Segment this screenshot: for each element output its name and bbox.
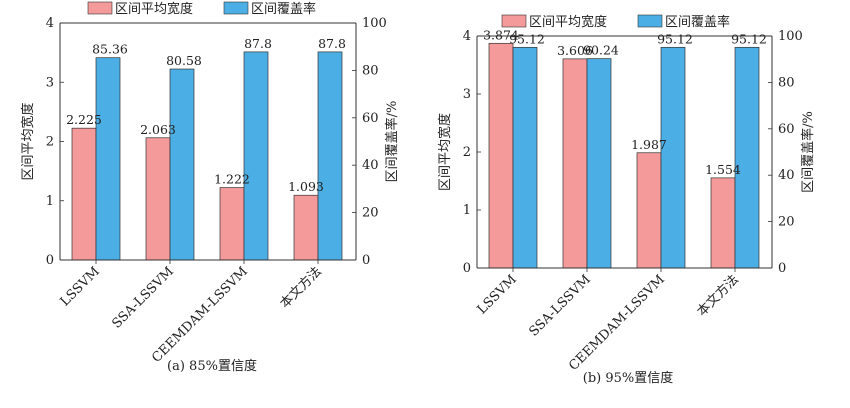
data-label-width-0: 2.225 <box>66 112 102 127</box>
chart-panel-b: 区间平均宽度 区间覆盖率3.87495.12LSSVM3.60690.24SSA-… <box>437 14 816 386</box>
bar-width-0 <box>488 42 514 269</box>
y-left-tick-label-2: 2 <box>46 135 54 150</box>
data-label-coverage-1: 90.24 <box>583 43 619 58</box>
data-label-coverage-2: 87.8 <box>244 36 272 51</box>
bar-width-1 <box>562 58 588 269</box>
y-left-axis-title: 区间平均宽度 <box>437 113 453 191</box>
y-right-tick-label-4: 80 <box>778 75 795 90</box>
panel-caption: (a) 85%置信度 <box>167 358 257 374</box>
y-left-tick-label-1: 1 <box>46 194 54 209</box>
y-right-tick-label-1: 20 <box>778 215 795 230</box>
panel-caption: (b) 95%置信度 <box>583 370 674 386</box>
data-label-coverage-3: 87.8 <box>318 36 346 51</box>
legend-swatch-width <box>87 1 113 15</box>
y-right-tick-label-0: 0 <box>778 261 786 276</box>
bar-width-3 <box>293 194 319 261</box>
y-right-tick-label-2: 40 <box>778 168 795 183</box>
x-tick-label-0: LSSVM <box>58 264 103 309</box>
y-right-tick-label-2: 40 <box>362 158 379 173</box>
x-tick-label-3: 本文方法 <box>277 264 325 312</box>
y-right-axis-title: 区间覆盖率/% <box>384 101 400 183</box>
x-tick-label-1: SSA-LSSVM <box>109 264 176 331</box>
bar-coverage-0 <box>95 57 121 261</box>
bar-width-2 <box>636 152 662 269</box>
y-right-tick-label-5: 100 <box>778 29 803 44</box>
y-left-tick-label-0: 0 <box>463 261 471 276</box>
legend-swatch-width <box>501 14 527 28</box>
y-right-tick-label-3: 60 <box>778 122 795 137</box>
bar-coverage-1 <box>586 58 612 269</box>
data-label-width-1: 3.606 <box>557 43 593 58</box>
bar-coverage-3 <box>734 46 760 269</box>
bar-width-2 <box>219 187 245 261</box>
data-label-width-2: 1.987 <box>631 137 667 152</box>
y-right-tick-label-5: 100 <box>362 16 387 31</box>
bar-coverage-1 <box>169 68 195 261</box>
bar-coverage-2 <box>660 46 686 269</box>
data-label-coverage-3: 95.12 <box>731 31 767 46</box>
data-label-width-2: 1.222 <box>214 172 250 187</box>
data-label-coverage-0: 85.36 <box>92 42 128 57</box>
y-right-tick-label-3: 60 <box>362 111 379 126</box>
bar-coverage-0 <box>512 46 538 269</box>
x-tick-label-0: LSSVM <box>475 272 520 317</box>
y-left-tick-label-4: 4 <box>463 29 471 44</box>
data-label-width-0: 3.874 <box>483 27 519 42</box>
y-right-axis-title: 区间覆盖率/% <box>800 111 816 193</box>
y-right-tick-label-1: 20 <box>362 206 379 221</box>
x-tick-label-1: SSA-LSSVM <box>526 272 593 339</box>
data-label-width-1: 2.063 <box>140 122 176 137</box>
y-left-tick-label-3: 3 <box>463 87 471 102</box>
legend-label-width: 区间平均宽度 <box>529 14 607 30</box>
legend-label-coverage: 区间覆盖率 <box>665 14 730 30</box>
chart-panel-a: 区间平均宽度 区间覆盖率 2.225 85.36 LSSVM 2.063 80.58 SSA-… <box>20 1 400 374</box>
data-label-coverage-0: 95.12 <box>509 31 545 46</box>
y-right-tick-label-0: 0 <box>362 253 370 268</box>
data-label-coverage-2: 95.12 <box>657 31 693 46</box>
y-left-tick-label-4: 4 <box>46 16 54 31</box>
legend-swatch-coverage <box>637 14 663 28</box>
legend-label-width: 区间平均宽度 <box>115 1 193 17</box>
y-right-tick-label-4: 80 <box>362 63 379 78</box>
bar-width-0 <box>71 127 97 261</box>
bar-coverage-2 <box>243 51 269 261</box>
data-label-width-3: 1.554 <box>705 162 741 177</box>
y-left-tick-label-1: 1 <box>463 203 471 218</box>
y-left-tick-label-2: 2 <box>463 145 471 160</box>
y-left-tick-label-0: 0 <box>46 253 54 268</box>
bar-width-1 <box>145 137 171 261</box>
bar-coverage-3 <box>317 51 343 261</box>
y-left-tick-label-3: 3 <box>46 75 54 90</box>
legend-swatch-coverage <box>223 1 249 15</box>
x-tick-label-3: 本文方法 <box>694 272 742 320</box>
bar-width-3 <box>710 177 736 269</box>
y-left-axis-title: 区间平均宽度 <box>20 102 36 180</box>
data-label-width-3: 1.093 <box>288 179 324 194</box>
legend-label-coverage: 区间覆盖率 <box>251 1 316 17</box>
data-label-coverage-1: 80.58 <box>166 53 202 68</box>
